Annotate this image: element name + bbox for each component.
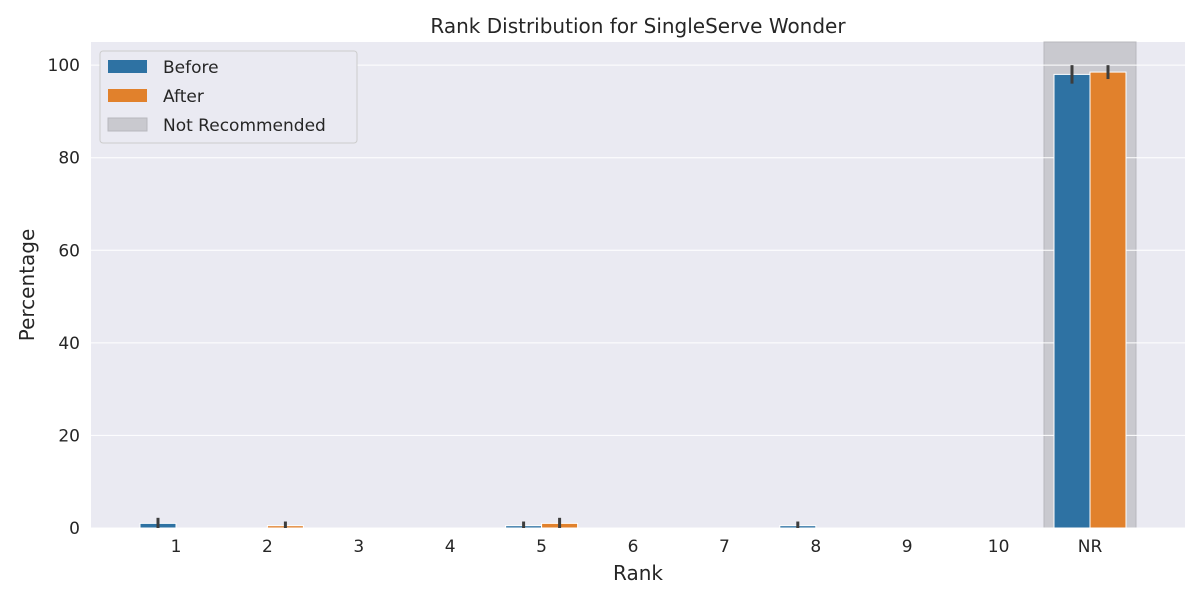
x-tick-label: 8 [810, 537, 821, 557]
chart-title: Rank Distribution for SingleServe Wonder [430, 14, 846, 38]
x-axis-label: Rank [613, 561, 663, 585]
bar-after-nr [1089, 71, 1127, 529]
legend-label-not-recommended: Not Recommended [163, 116, 326, 136]
y-tick-label: 80 [58, 149, 80, 169]
y-tick-label: 20 [58, 426, 80, 446]
x-tick-label: 10 [988, 537, 1010, 557]
y-tick-label: 60 [58, 241, 80, 261]
x-tick-label: 7 [719, 537, 730, 557]
x-tick-label: 2 [262, 537, 273, 557]
x-tick-label: 5 [536, 537, 547, 557]
x-tick-label: 6 [628, 537, 639, 557]
legend-swatch-after [108, 89, 147, 102]
y-tick-label: 0 [69, 519, 80, 539]
bar-before-nr [1053, 73, 1091, 529]
y-tick-label: 40 [58, 334, 80, 354]
x-tick-label: NR [1078, 537, 1103, 557]
y-axis-label: Percentage [15, 229, 39, 342]
legend-label-after: After [163, 87, 204, 107]
legend-swatch-before [108, 60, 147, 73]
legend-label-before: Before [163, 58, 219, 78]
x-tick-label: 1 [171, 537, 182, 557]
x-tick-label: 3 [353, 537, 364, 557]
x-tick-label: 4 [445, 537, 456, 557]
legend: Before After Not Recommended [99, 50, 358, 144]
x-tick-label: 9 [902, 537, 913, 557]
legend-frame [99, 50, 358, 144]
y-tick-label: 100 [48, 56, 80, 76]
legend-swatch-not-recommended [107, 117, 148, 132]
